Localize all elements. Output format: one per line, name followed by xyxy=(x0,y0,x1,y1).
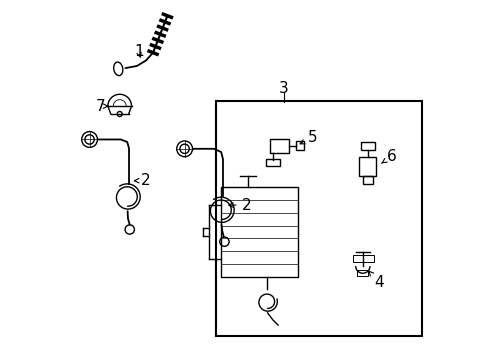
Bar xyxy=(215,101,421,336)
Circle shape xyxy=(85,135,94,144)
Text: 5: 5 xyxy=(300,130,317,145)
Bar xyxy=(357,270,367,276)
Bar xyxy=(359,157,376,176)
Circle shape xyxy=(219,237,228,246)
Text: 7: 7 xyxy=(95,99,108,114)
Bar xyxy=(269,139,289,153)
Text: 3: 3 xyxy=(279,81,288,96)
Text: 4: 4 xyxy=(368,271,383,290)
Circle shape xyxy=(180,144,189,153)
Bar xyxy=(265,159,280,166)
Bar xyxy=(221,187,298,277)
Bar xyxy=(296,141,304,150)
Bar xyxy=(352,255,373,262)
Bar xyxy=(360,141,374,149)
Text: 1: 1 xyxy=(134,44,143,59)
Text: 6: 6 xyxy=(381,149,396,164)
Bar xyxy=(362,176,372,184)
Text: 2: 2 xyxy=(134,173,150,188)
Circle shape xyxy=(117,112,122,117)
Text: 2: 2 xyxy=(228,198,251,213)
Circle shape xyxy=(125,225,134,234)
